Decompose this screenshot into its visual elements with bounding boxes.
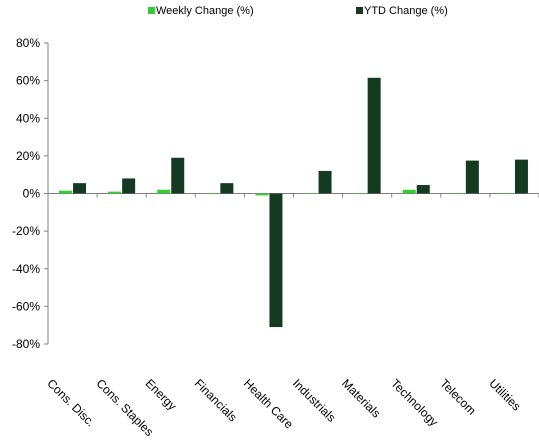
y-tick-label: 40% (16, 111, 40, 125)
x-category-label: Health Care (241, 376, 296, 431)
y-tick-label: 20% (16, 149, 40, 163)
bar-weekly (304, 193, 318, 194)
bar-weekly (500, 193, 514, 194)
bar-ytd (171, 157, 185, 194)
y-tick-label: -80% (12, 337, 40, 351)
legend-label: Weekly Change (%) (156, 5, 254, 17)
bar-ytd (220, 183, 234, 194)
bar-weekly (157, 189, 171, 194)
bar-ytd (514, 159, 528, 194)
y-tick-label: 80% (16, 36, 40, 50)
x-category-label: Cons. Disc. (44, 376, 97, 429)
bar-weekly (59, 190, 73, 194)
legend-swatch (148, 7, 155, 14)
legend-label: YTD Change (%) (364, 5, 448, 17)
legend-swatch (356, 7, 363, 14)
bar-weekly (206, 193, 220, 195)
bar-weekly (255, 193, 269, 196)
x-category-label: Materials (339, 376, 383, 420)
bar-ytd (122, 178, 136, 194)
y-tick-label: -60% (12, 299, 40, 313)
bar-weekly (451, 193, 465, 194)
bar-ytd (367, 77, 381, 194)
x-category-label: Technology (388, 376, 441, 429)
x-category-label: Financials (192, 376, 240, 424)
y-tick-label: -20% (12, 224, 40, 238)
y-tick-label: 60% (16, 74, 40, 88)
bar-ytd (416, 185, 430, 194)
y-tick-label: 0% (23, 187, 41, 201)
x-category-label: Energy (143, 376, 180, 413)
y-tick-label: -40% (12, 262, 40, 276)
x-category-label: Utilities (486, 376, 523, 413)
bar-weekly (108, 191, 122, 194)
x-category-label: Telecom (437, 376, 478, 417)
bar-ytd (465, 160, 479, 194)
bar-weekly (402, 189, 416, 194)
bar-ytd (73, 183, 87, 194)
bar-ytd (318, 170, 332, 194)
bar-weekly (353, 193, 367, 195)
x-category-label: Industrials (290, 376, 339, 425)
bar-ytd (269, 193, 283, 328)
